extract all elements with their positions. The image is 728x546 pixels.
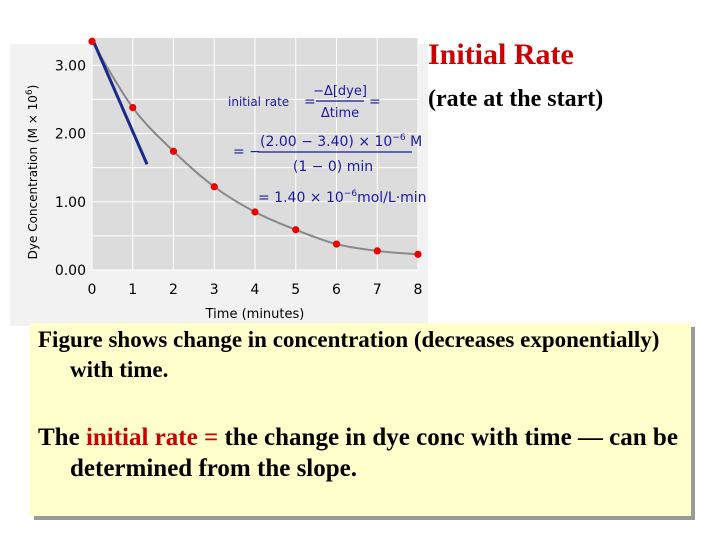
data-point-6 bbox=[332, 240, 341, 248]
annotation-denominator-2: (1 − 0) min bbox=[293, 159, 373, 175]
paragraph-2-lead: The bbox=[38, 424, 86, 451]
y-axis-label-close: ) bbox=[26, 85, 40, 90]
data-points bbox=[88, 37, 422, 258]
annotation-numerator-2-exponent: −6 bbox=[392, 133, 406, 143]
annotation-equals-2: = bbox=[369, 94, 381, 110]
annotation-result-text: = 1.40 × 10 bbox=[258, 190, 344, 206]
annotation-numerator-2-unit: M bbox=[406, 134, 423, 150]
x-axis-label: Time (minutes) bbox=[205, 307, 305, 322]
y-tick-label-3: 3.00 bbox=[55, 58, 86, 74]
x-tick-label-0: 0 bbox=[88, 282, 97, 298]
annotation-label: initial rate bbox=[228, 95, 289, 109]
annotation-denominator-1: Δtime bbox=[321, 106, 359, 121]
x-tick-label-2: 2 bbox=[169, 282, 178, 298]
data-point-1 bbox=[129, 104, 137, 112]
chart: 0 1 2 3 4 5 6 7 8 0.00 1.00 2.00 3.00 Time (minutes… bbox=[10, 37, 428, 326]
paragraph-2-rest: the change in dye conc with time — can b… bbox=[70, 424, 678, 482]
explanation-paragraph-1: Figure shows change in concentration (de… bbox=[38, 327, 660, 382]
annotation-result: = 1.40 × 10−6mol/L·min bbox=[258, 189, 427, 206]
y-axis-label-text: Dye Concentration (M × 10 bbox=[26, 95, 40, 259]
y-tick-label-2: 2.00 bbox=[55, 127, 86, 143]
x-tick-labels: 0 1 2 3 4 5 6 7 8 bbox=[88, 282, 423, 298]
data-point-3 bbox=[210, 183, 218, 191]
rate-annotation: initial rate = −Δ[dye] Δtime = = − (2.00… bbox=[228, 84, 427, 206]
horizontal-gridlines bbox=[92, 64, 418, 271]
x-tick-label-1: 1 bbox=[128, 282, 137, 298]
data-point-8 bbox=[414, 250, 422, 258]
annotation-numerator-2: (2.00 − 3.40) × 10−6 M bbox=[260, 133, 422, 150]
x-tick-label-7: 7 bbox=[373, 282, 382, 298]
x-tick-label-6: 6 bbox=[332, 282, 341, 298]
slide-subtitle: (rate at the start) bbox=[428, 86, 604, 112]
annotation-numerator-1: −Δ[dye] bbox=[313, 84, 367, 99]
x-tick-label-3: 3 bbox=[210, 282, 219, 298]
annotation-numerator-2-text: (2.00 − 3.40) × 10 bbox=[260, 134, 392, 150]
x-tick-label-8: 8 bbox=[414, 282, 423, 298]
data-point-2 bbox=[169, 147, 178, 155]
slide-title: Initial Rate bbox=[428, 38, 574, 71]
annotation-result-exponent: −6 bbox=[344, 189, 358, 199]
y-tick-label-0: 0.00 bbox=[55, 263, 86, 279]
explanation-box: Figure shows change in concentration (de… bbox=[30, 323, 691, 516]
annotation-equals-1: = bbox=[304, 94, 316, 110]
x-tick-label-5: 5 bbox=[291, 282, 300, 298]
x-tick-label-4: 4 bbox=[251, 282, 260, 298]
annotation-result-unit: mol/L·min bbox=[357, 190, 426, 206]
data-point-4 bbox=[251, 208, 259, 216]
data-point-7 bbox=[373, 247, 381, 255]
y-tick-label-1: 1.00 bbox=[55, 195, 86, 211]
initial-rate-highlight: initial rate = bbox=[85, 424, 219, 451]
explanation-paragraph-2: The initial rate = the change in dye con… bbox=[38, 422, 681, 484]
annotation-equals-3: = − bbox=[233, 144, 261, 160]
y-axis-label: Dye Concentration (M × 106) bbox=[25, 85, 40, 260]
y-axis-label-exponent: 6 bbox=[25, 89, 35, 95]
y-tick-labels: 0.00 1.00 2.00 3.00 bbox=[55, 58, 86, 279]
data-point-0 bbox=[88, 37, 96, 46]
tangent-line bbox=[90, 37, 149, 165]
data-point-5 bbox=[292, 226, 300, 234]
